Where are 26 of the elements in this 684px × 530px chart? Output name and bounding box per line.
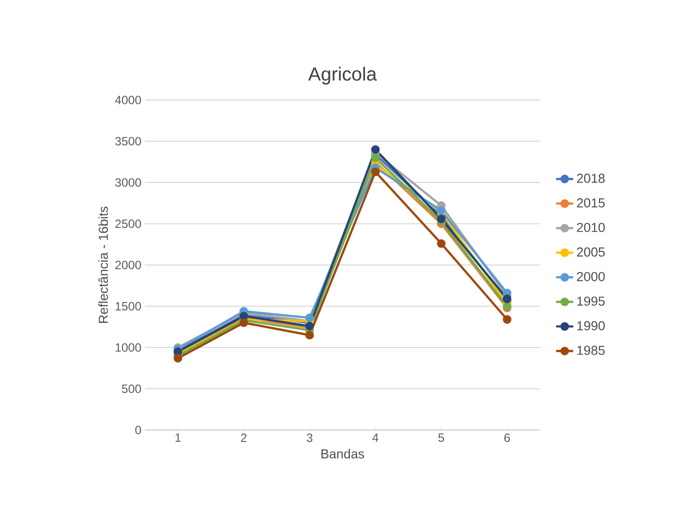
legend-label: 2005: [576, 247, 605, 257]
y-axis-title: Reflectância - 16bits: [98, 206, 108, 323]
x-tick-label: 2: [241, 434, 246, 442]
legend-label: 2018: [576, 174, 605, 183]
x-axis-title: Bandas: [322, 448, 364, 458]
x-tick-label: 6: [504, 434, 510, 442]
chart-title: Agricola: [308, 66, 377, 84]
y-tick-label: 3500: [115, 137, 141, 146]
legend-label: 1985: [577, 346, 605, 355]
y-tick-label: 0: [135, 426, 142, 434]
legend-label: 1990: [577, 321, 605, 330]
x-tick-label: 3: [306, 434, 312, 442]
legend-label: 1995: [577, 296, 605, 306]
y-tick-label: 3000: [115, 178, 141, 187]
x-tick-label: 1: [175, 434, 181, 442]
y-tick-label: 500: [122, 384, 142, 393]
legend-label: 2010: [576, 222, 605, 232]
y-tick-label: 2000: [115, 260, 141, 270]
y-tick-label: 2500: [115, 220, 141, 228]
y-tick-label: 1500: [116, 302, 141, 310]
legend-label: 2000: [576, 272, 605, 282]
y-tick-label: 4000: [115, 96, 141, 104]
legend-label: 2015: [576, 198, 605, 208]
x-tick-label: 4: [372, 434, 378, 442]
y-tick-label: 1000: [116, 343, 141, 352]
x-tick-label: 5: [438, 434, 444, 442]
